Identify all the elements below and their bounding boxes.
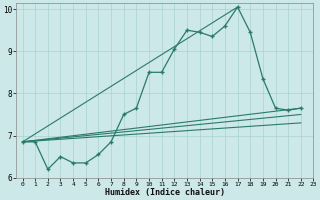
X-axis label: Humidex (Indice chaleur): Humidex (Indice chaleur) [105,188,225,197]
